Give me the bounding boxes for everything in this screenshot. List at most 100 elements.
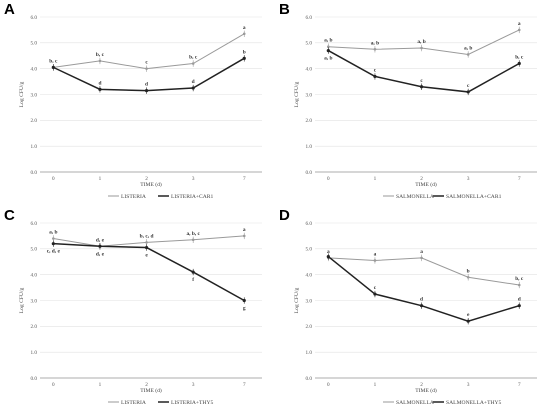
y-axis-title: Log CFU/g bbox=[294, 287, 300, 313]
y-tick-label: 1.0 bbox=[306, 144, 313, 150]
y-tick-label: 0.0 bbox=[31, 376, 38, 382]
x-tick-label: 1 bbox=[374, 382, 377, 388]
y-tick-label: 4.0 bbox=[31, 66, 38, 72]
data-point bbox=[242, 32, 246, 36]
significance-label: c bbox=[467, 83, 470, 89]
significance-label: d bbox=[518, 297, 521, 303]
x-axis-title: TIME (d) bbox=[415, 387, 437, 394]
panel-b: 0.0 1.0 2.0 3.0 4.0 5.0 6.0 0 1 2 3 7 TIME (d) Log CF… bbox=[275, 0, 550, 206]
x-tick-label: 1 bbox=[374, 176, 377, 182]
panel-d-letter: D bbox=[279, 207, 290, 224]
legend-label: LISTERIA+THY5 bbox=[171, 400, 214, 406]
significance-label: a, b bbox=[371, 40, 379, 46]
data-point bbox=[466, 275, 470, 279]
data-point bbox=[98, 87, 102, 91]
data-point bbox=[517, 283, 521, 287]
x-tick-label: 7 bbox=[518, 382, 521, 388]
significance-label: d bbox=[145, 82, 148, 88]
significance-label: c bbox=[374, 67, 377, 73]
legend-label: SALMONELLA bbox=[396, 400, 434, 406]
panel-a-letter: A bbox=[4, 1, 15, 18]
x-tick-label: 3 bbox=[192, 176, 195, 182]
data-point bbox=[466, 319, 470, 323]
data-point bbox=[242, 298, 246, 303]
significance-label: d bbox=[98, 80, 101, 86]
data-point bbox=[98, 59, 102, 63]
data-point bbox=[419, 85, 424, 89]
panel-b-letter: B bbox=[279, 1, 290, 18]
chart-a: 0.0 1.0 2.0 3.0 4.0 5.0 6.0 0 1 2 3 7 TIME (d) Log CF… bbox=[19, 15, 262, 200]
x-tick-label: 2 bbox=[420, 382, 423, 388]
significance-label: a bbox=[518, 21, 521, 27]
y-tick-label: 6.0 bbox=[31, 15, 38, 21]
data-point bbox=[466, 53, 470, 56]
x-tick-label: 3 bbox=[467, 176, 470, 182]
series-line bbox=[327, 49, 520, 93]
legend-label: SALMONELLA+CAR1 bbox=[446, 194, 502, 200]
significance-label: a, b, c bbox=[186, 231, 200, 237]
x-tick-label: 3 bbox=[192, 382, 195, 388]
chart-d: 0.0 1.0 2.0 3.0 4.0 5.0 6.0 0 1 2 3 7 TIME (d) Log CF… bbox=[294, 221, 537, 406]
data-point bbox=[517, 61, 521, 66]
panel-c-letter: C bbox=[4, 207, 15, 224]
legend-label: SALMONELLA bbox=[396, 194, 434, 200]
significance-label: a, b bbox=[49, 230, 57, 236]
series-line bbox=[53, 242, 245, 302]
data-point bbox=[242, 56, 246, 60]
data-point bbox=[517, 28, 521, 32]
data-point bbox=[145, 241, 148, 244]
y-tick-label: 1.0 bbox=[306, 350, 313, 356]
significance-label: a, b bbox=[324, 56, 332, 62]
data-point bbox=[242, 234, 246, 238]
y-tick-label: 5.0 bbox=[306, 247, 313, 253]
data-point bbox=[191, 238, 195, 242]
x-tick-label: 7 bbox=[518, 176, 521, 182]
significance-label: d, e bbox=[96, 237, 105, 243]
x-axis-title: TIME (d) bbox=[140, 387, 162, 394]
x-tick-label: 0 bbox=[327, 382, 330, 388]
significance-label: b bbox=[467, 268, 470, 274]
series-line bbox=[327, 255, 520, 322]
x-tick-label: 2 bbox=[420, 176, 423, 182]
chart-b: 0.0 1.0 2.0 3.0 4.0 5.0 6.0 0 1 2 3 7 TIME (d) Log CF… bbox=[294, 15, 537, 200]
data-point bbox=[420, 46, 423, 50]
data-point bbox=[466, 90, 470, 94]
series-line bbox=[328, 257, 520, 286]
y-tick-label: 6.0 bbox=[306, 221, 313, 227]
y-tick-label: 3.0 bbox=[31, 92, 38, 98]
data-point bbox=[326, 48, 330, 53]
y-tick-label: 1.0 bbox=[31, 144, 38, 150]
data-point bbox=[191, 270, 195, 274]
x-tick-label: 0 bbox=[327, 176, 330, 182]
y-tick-label: 4.0 bbox=[306, 66, 313, 72]
x-axis-title: TIME (d) bbox=[415, 181, 437, 188]
y-tick-label: 2.0 bbox=[31, 324, 38, 330]
y-tick-label: 3.0 bbox=[306, 298, 313, 304]
data-point bbox=[144, 89, 149, 93]
legend-label: LISTERIA bbox=[121, 400, 146, 406]
y-tick-label: 4.0 bbox=[31, 272, 38, 278]
panel-a: 0.0 1.0 2.0 3.0 4.0 5.0 6.0 0 1 2 3 7 TIME (d) Log CF… bbox=[0, 0, 275, 206]
significance-label: b, c bbox=[96, 52, 105, 58]
chart-c: 0.0 1.0 2.0 3.0 4.0 5.0 6.0 0 1 2 3 7 TIME (d) Log CF… bbox=[19, 221, 262, 406]
significance-label: a bbox=[243, 25, 246, 31]
legend-label: LISTERIA+CAR1 bbox=[171, 194, 214, 200]
data-point bbox=[191, 62, 195, 65]
y-tick-label: 5.0 bbox=[31, 41, 38, 47]
data-point bbox=[373, 47, 377, 51]
significance-label: d bbox=[420, 297, 423, 303]
significance-label: b, c, d bbox=[140, 233, 154, 239]
data-point bbox=[419, 304, 424, 308]
significance-label: c, d, e bbox=[47, 249, 61, 255]
y-tick-label: 3.0 bbox=[306, 92, 313, 98]
series-line bbox=[53, 33, 245, 70]
significance-label: a, b bbox=[417, 39, 425, 45]
data-point bbox=[517, 304, 521, 308]
x-axis-title: TIME (d) bbox=[140, 181, 162, 188]
data-point bbox=[144, 245, 149, 250]
data-point bbox=[51, 65, 55, 69]
y-tick-label: 5.0 bbox=[31, 247, 38, 253]
significance-label: a, b bbox=[464, 45, 472, 51]
data-point bbox=[373, 74, 377, 79]
significance-label: d bbox=[192, 79, 195, 85]
